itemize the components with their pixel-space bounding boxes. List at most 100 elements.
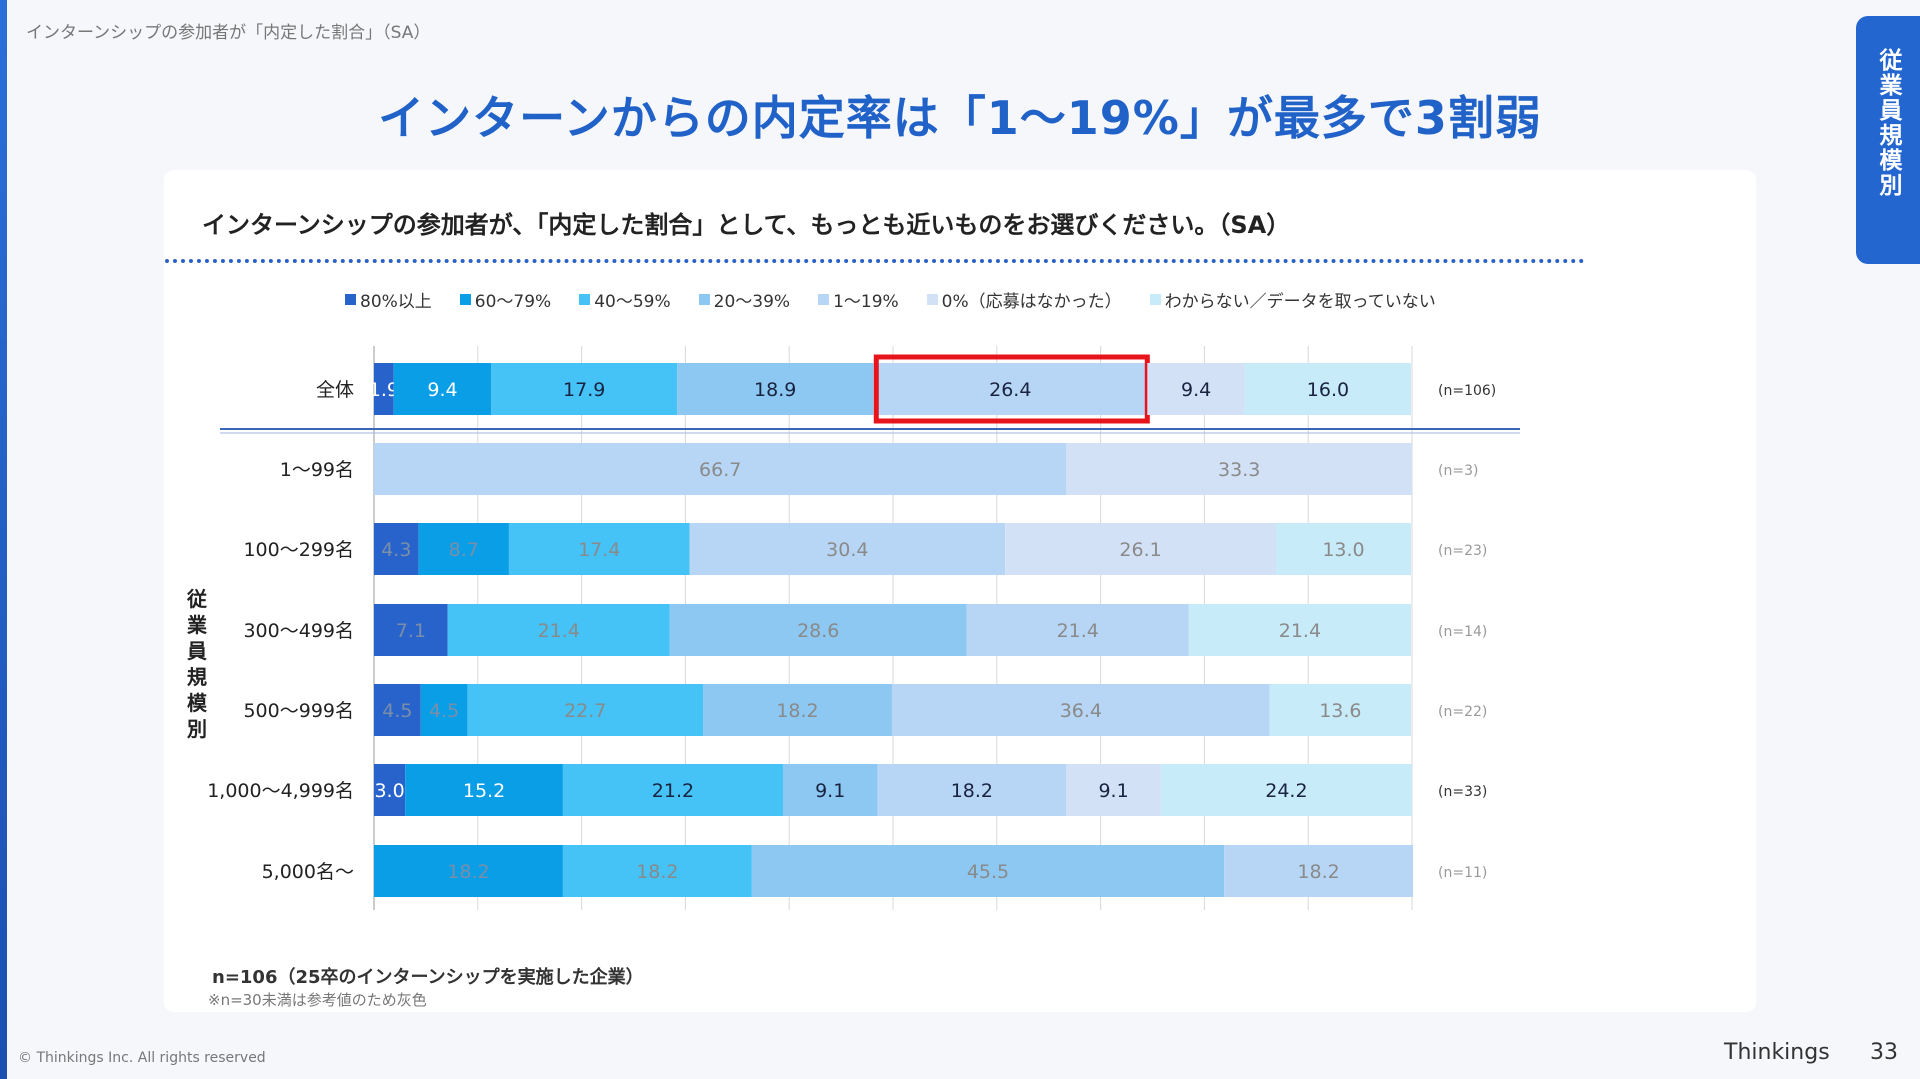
legend-label: 20〜39% [713,292,791,312]
page-number: 33 [1870,1040,1898,1065]
bar-segment [751,845,1225,897]
bar-segment [669,604,967,656]
side-tab[interactable]: 従業員規模別 [1856,16,1920,264]
bar-segment [1066,443,1412,495]
data-label: 21.4 [538,620,580,642]
legend-swatch [818,294,830,305]
question-text: インターンシップの参加者が、「内定した割合」として、もっとも近いものをお選びくだ… [202,211,1291,239]
data-label: 17.9 [563,379,605,401]
data-label: 17.4 [578,539,620,561]
side-tab-label: 従業員規模別 [1875,48,1901,198]
data-label: 8.7 [449,539,479,561]
data-label: 24.2 [1265,780,1307,802]
legend-swatch [459,294,471,305]
bar-segment [1005,523,1277,575]
bar-segment [877,764,1067,816]
data-label: 18.2 [951,780,993,802]
data-label: 28.6 [797,620,839,642]
bar-segment [891,684,1270,736]
data-label: 36.4 [1060,700,1102,722]
legend-item: 20〜39% [698,287,791,312]
bar-segment [1160,764,1412,816]
data-label: 26.4 [989,379,1031,401]
gray-reference-note: ※n=30未満は参考値のため灰色 [208,991,427,1009]
data-label: 21.4 [1279,620,1321,642]
data-label: 22.7 [564,700,606,722]
data-label: 18.2 [447,861,489,883]
bar-segment [405,764,563,816]
row-n-label: (n=22) [1438,704,1487,720]
row-label: 1,000〜4,999名 [207,780,354,802]
bar-segment [374,363,394,415]
breadcrumb: インターンシップの参加者が「内定した割合」（SA） [26,23,431,43]
dotted-divider [165,259,1585,263]
bar-segment [374,443,1067,495]
data-label: 4.5 [429,700,459,722]
row-label: 100〜299名 [243,539,354,561]
bar-segment [689,523,1006,575]
row-group-label: 従業員規模別 [187,587,207,741]
legend-swatch [579,294,591,305]
legend-swatch [698,294,710,305]
data-label: 9.1 [815,780,845,802]
data-label: 13.0 [1322,539,1364,561]
bar-segment [562,764,783,816]
bar-segment [782,764,878,816]
bar-segment [420,684,468,736]
bar-segment [374,764,406,816]
bar-segment [703,684,892,736]
data-label: 18.9 [754,379,796,401]
bar-segment [508,523,690,575]
legend-item: 40〜59% [579,287,671,312]
data-label: 26.1 [1119,539,1161,561]
legend-label: 80%以上 [360,292,432,312]
page-title: インターンからの内定率は「1〜19%」が最多で3割弱 [378,91,1542,145]
data-label: 9.1 [1098,780,1128,802]
bar-segment [374,845,563,897]
data-label: 7.1 [396,620,426,642]
sample-size-note: n=106（25卒のインターンシップを実施した企業） [212,967,644,988]
legend-label: 0%（応募はなかった） [941,292,1122,312]
data-label: 13.6 [1319,700,1361,722]
data-label: 15.2 [463,780,505,802]
row-label: 1〜99名 [280,459,354,481]
bar-segment [1188,604,1411,656]
legend-swatch [926,294,938,305]
row-n-label: (n=33) [1438,784,1487,800]
legend-item: 80%以上 [345,287,432,312]
bar-segment [873,363,1148,415]
bar-segment [1269,684,1411,736]
data-label: 18.2 [776,700,818,722]
legend-swatch [345,294,356,305]
data-label: 18.2 [636,861,678,883]
bar-segment [467,684,704,736]
data-label: 1.9 [369,379,399,401]
legend-item: 0%（応募はなかった） [926,287,1122,312]
bar-segment [966,604,1189,656]
left-accent-bar [0,0,7,1079]
data-label: 33.3 [1218,459,1260,481]
data-label: 16.0 [1307,379,1349,401]
row-label: 5,000名〜 [262,861,354,883]
legend-label: 60〜79% [474,292,552,312]
bar-segment [393,363,492,415]
legend-label: わからない／データを取っていない [1164,292,1436,312]
legend-label: 1〜19% [833,292,899,312]
data-label: 66.7 [699,459,741,481]
legend-item: わからない／データを取っていない [1149,287,1436,312]
bar-segment [447,604,670,656]
legend-item: 1〜19% [818,287,899,312]
bar-segment [1224,845,1414,897]
bar-segment [374,684,421,736]
bar-segment [374,523,419,575]
chart-legend: 80%以上 60〜79% 40〜59% 20〜39% 1〜19% 0%（応募はなかった） わ… [345,287,1464,312]
data-label: 30.4 [826,539,868,561]
data-label: 9.4 [1181,379,1211,401]
legend-item: 60〜79% [459,287,552,312]
data-label: 4.5 [382,700,412,722]
legend-swatch [1149,294,1161,305]
bar-segment [1066,764,1161,816]
bar-segment [418,523,509,575]
data-label: 9.4 [427,379,457,401]
